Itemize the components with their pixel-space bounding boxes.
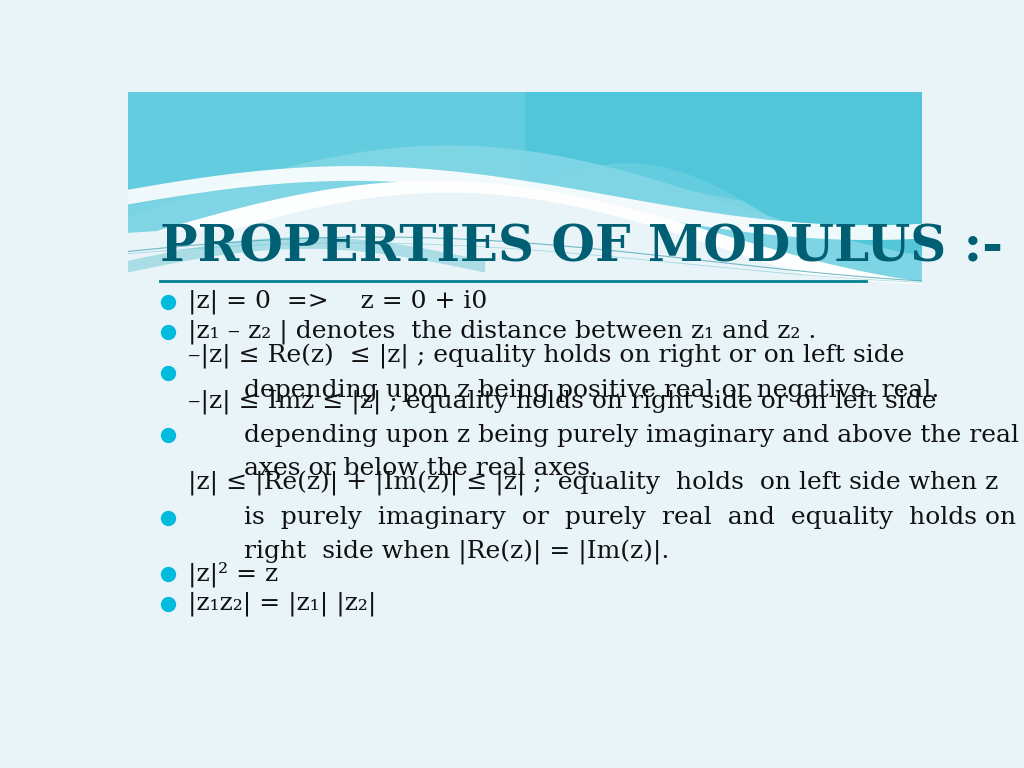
Polygon shape [128, 237, 485, 273]
Text: |z| ≤ |Re(z)| + |Im(z)| ≤ |z| ;  equality  holds  on left side when z
       is : |z| ≤ |Re(z)| + |Im(z)| ≤ |z| ; equality… [187, 472, 1016, 564]
Text: |z| = 0  =>    z = 0 + i0: |z| = 0 => z = 0 + i0 [187, 290, 486, 314]
Text: |z₁ – z₂ | denotes  the distance between z₁ and z₂ .: |z₁ – z₂ | denotes the distance between … [187, 319, 816, 344]
Polygon shape [128, 145, 922, 303]
Polygon shape [128, 166, 922, 240]
Polygon shape [524, 86, 930, 281]
Polygon shape [128, 86, 922, 282]
Text: PROPERTIES OF MODULUS :-: PROPERTIES OF MODULUS :- [160, 223, 1002, 273]
Text: –|z| ≤ Re(z)  ≤ |z| ; equality holds on right or on left side
       depending u: –|z| ≤ Re(z) ≤ |z| ; equality holds on r… [187, 344, 939, 402]
Polygon shape [128, 228, 922, 684]
Text: |z|² = z: |z|² = z [187, 561, 278, 587]
Polygon shape [128, 86, 922, 230]
Text: –|z| ≤ Imz ≤ |z| ; equality holds on right side or on left side
       depending: –|z| ≤ Imz ≤ |z| ; equality holds on rig… [187, 390, 1019, 480]
Text: |z₁z₂| = |z₁| |z₂|: |z₁z₂| = |z₁| |z₂| [187, 591, 376, 616]
